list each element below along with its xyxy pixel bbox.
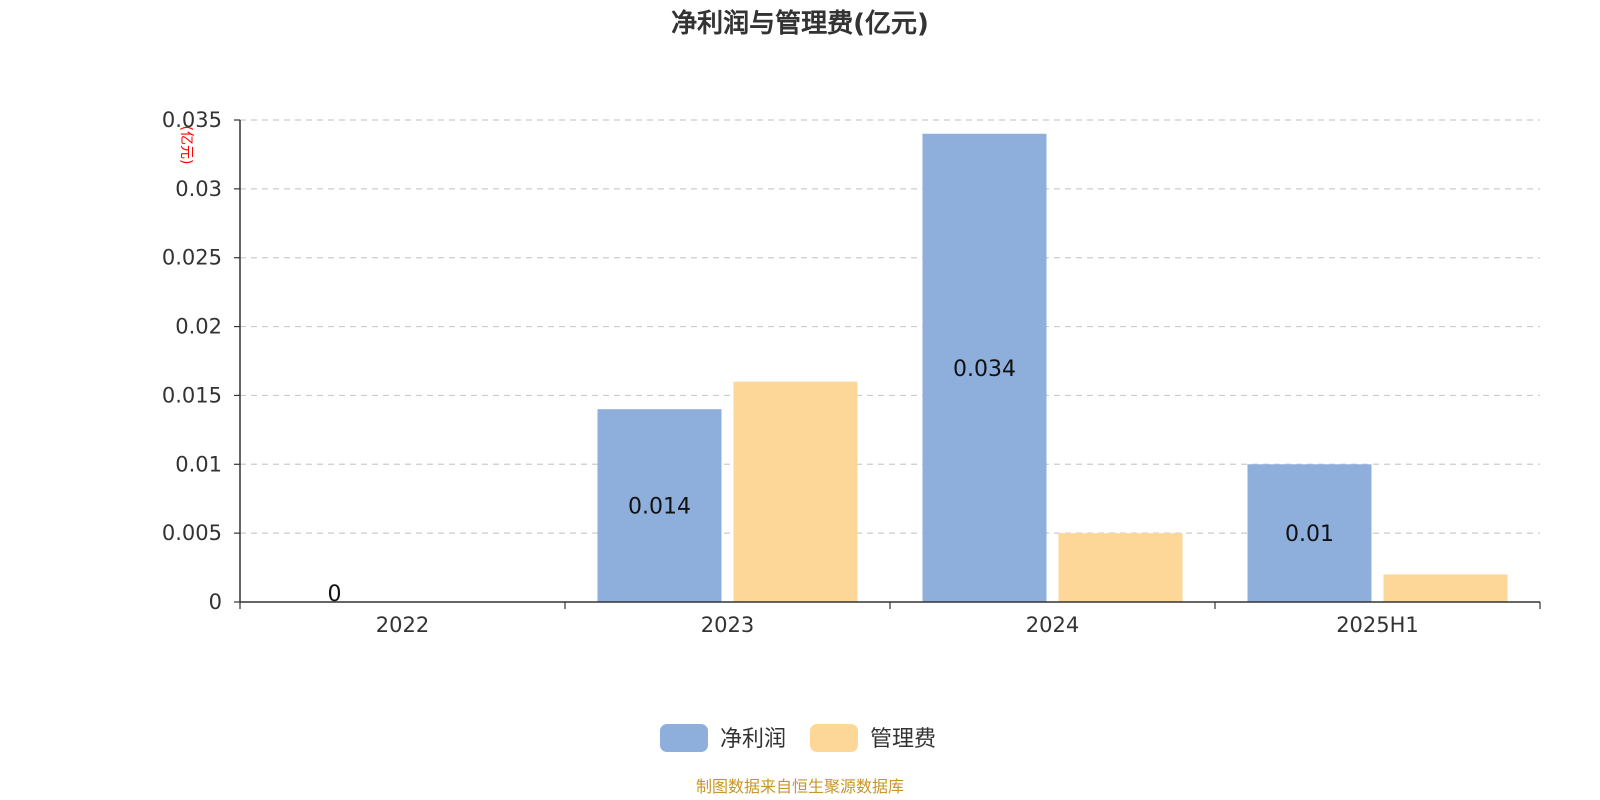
data-label: 0.034 xyxy=(953,357,1016,382)
y-tick-label: 0.035 xyxy=(162,108,222,132)
bar xyxy=(1383,574,1508,602)
y-tick-label: 0.02 xyxy=(175,315,222,339)
legend-swatch[interactable] xyxy=(660,724,708,752)
chart-title: 净利润与管理费(亿元) xyxy=(671,8,929,39)
x-tick-label: 2022 xyxy=(376,613,429,637)
data-source-note: 制图数据来自恒生聚源数据库 xyxy=(696,777,904,796)
data-label: 0 xyxy=(328,582,342,607)
bar xyxy=(597,409,722,602)
legend-swatch[interactable] xyxy=(810,724,858,752)
tick-labels: 0 0.005 0.01 0.015 0.02 0.025 0.03 0.035 2022 202… xyxy=(162,108,1541,637)
y-axis-unit: (亿元) xyxy=(178,126,194,165)
y-tick-label: 0.025 xyxy=(162,246,222,270)
y-tick-label: 0.03 xyxy=(175,177,222,201)
bar xyxy=(1247,464,1372,602)
bar xyxy=(733,381,858,602)
data-labels: 0 0.014 0.034 0.01 xyxy=(328,357,1334,607)
bar xyxy=(922,133,1047,602)
x-tick-label: 2023 xyxy=(701,613,754,637)
y-tick-label: 0.01 xyxy=(175,452,222,476)
legend[interactable]: 净利润 管理费 xyxy=(660,724,936,752)
y-tick-label: 0.015 xyxy=(162,383,222,407)
data-label: 0.01 xyxy=(1285,522,1334,547)
bars xyxy=(597,133,1508,602)
x-tick-label: 2024 xyxy=(1026,613,1079,637)
bar xyxy=(1058,533,1183,602)
data-label: 0.014 xyxy=(628,495,691,520)
x-tick-label: 2025H1 xyxy=(1336,613,1419,637)
y-tick-label: 0 xyxy=(209,590,222,614)
y-tick-label: 0.005 xyxy=(162,521,222,545)
legend-label[interactable]: 净利润 xyxy=(720,727,786,752)
legend-label[interactable]: 管理费 xyxy=(870,727,936,752)
